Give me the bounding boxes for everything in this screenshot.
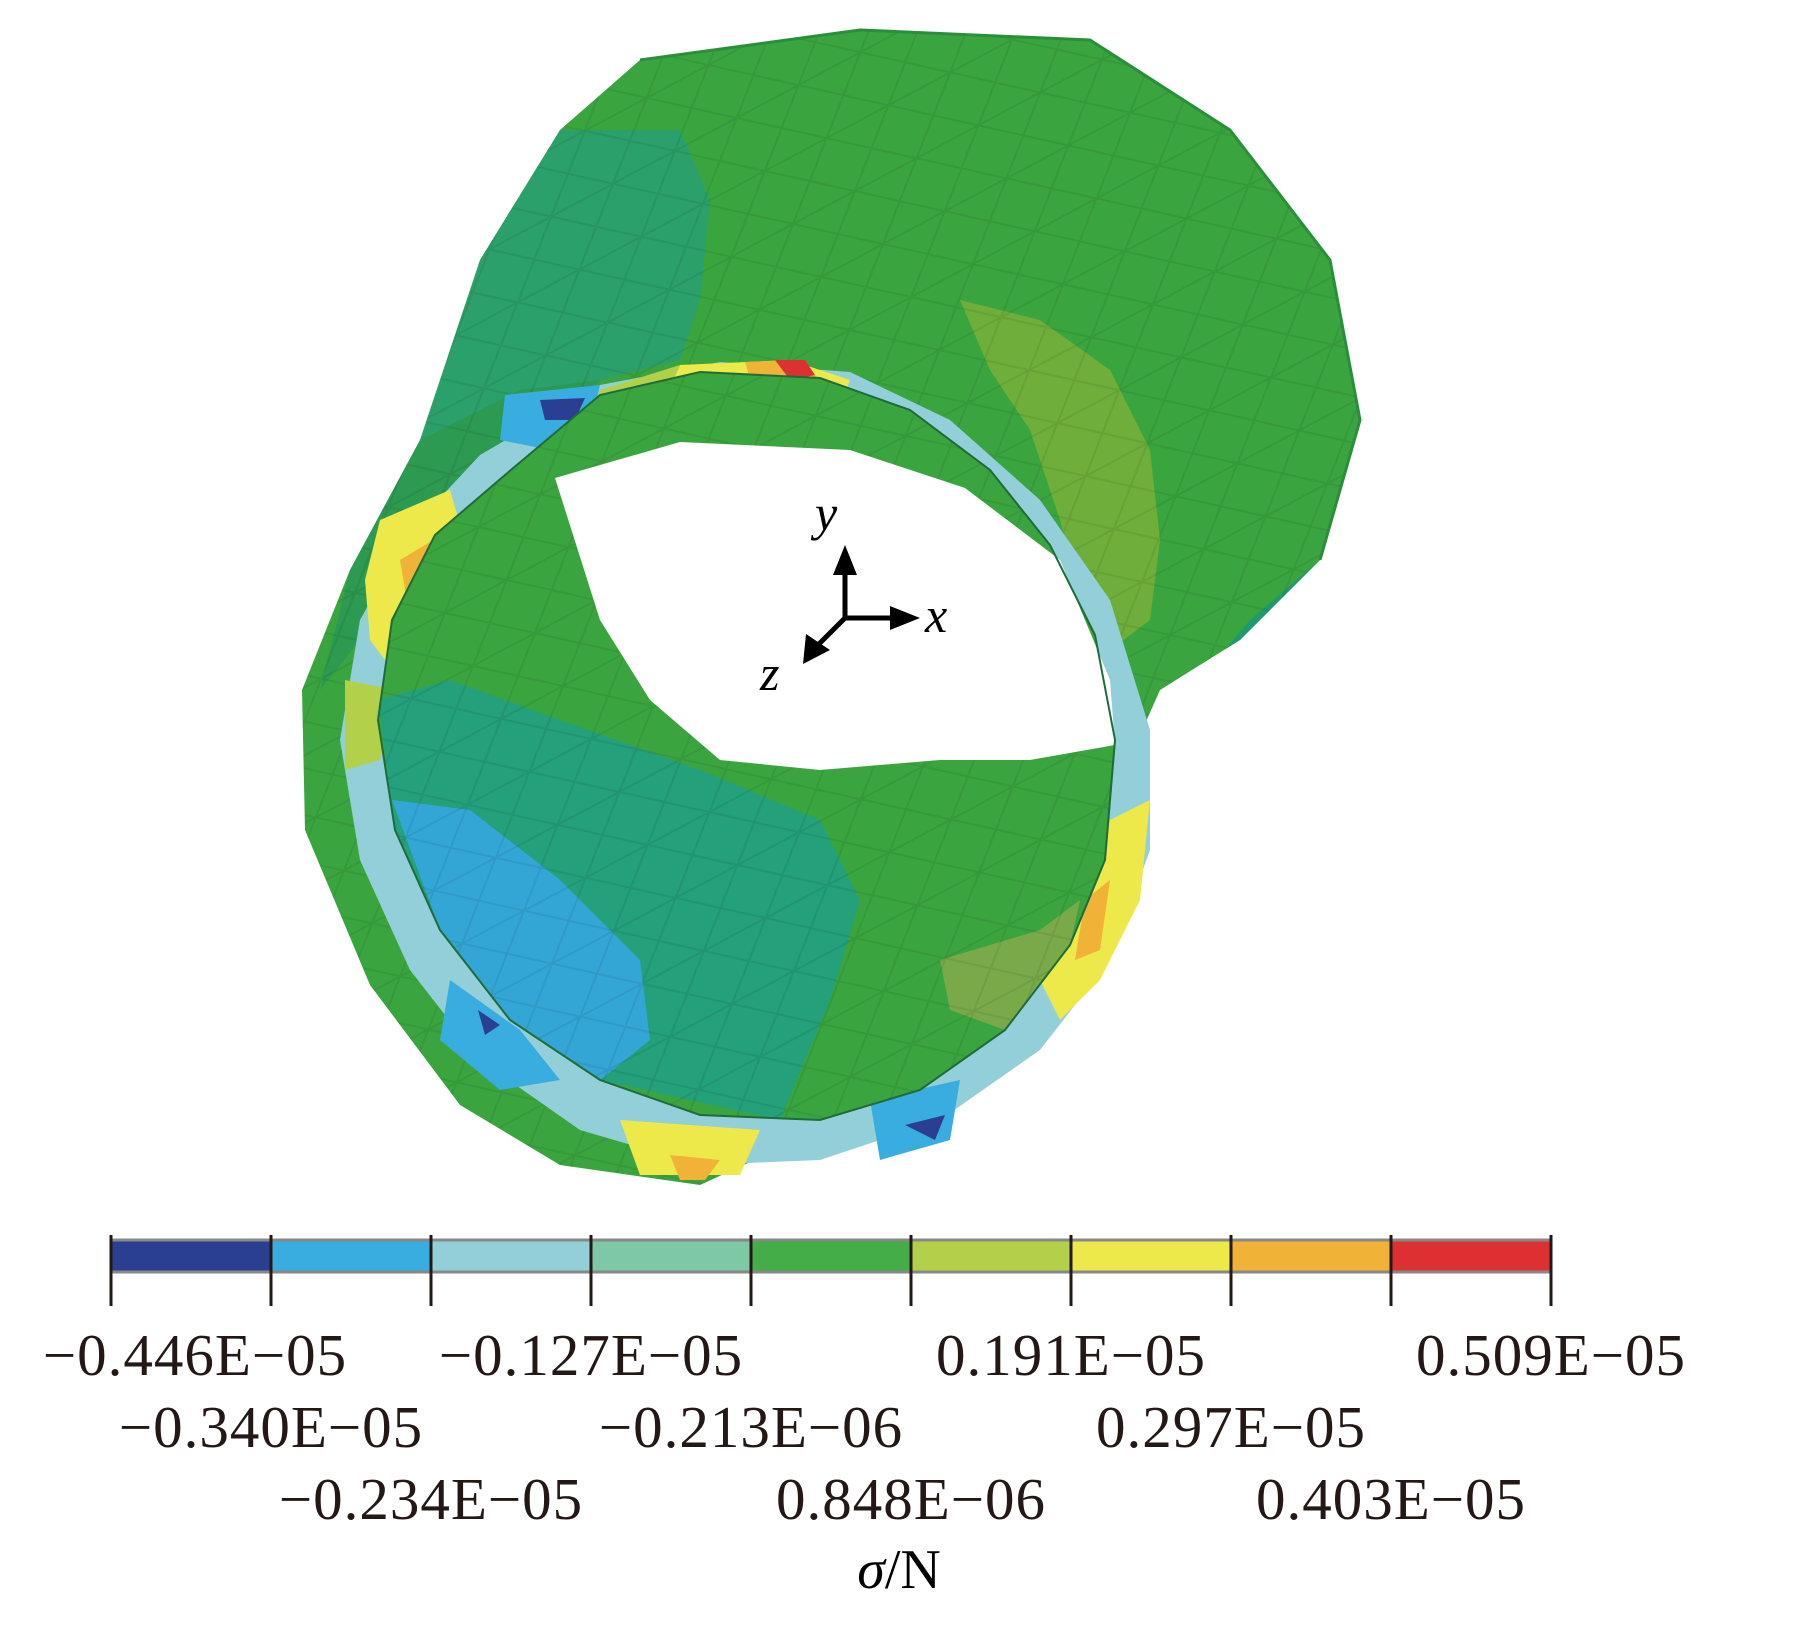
colorbar-segment bbox=[911, 1240, 1071, 1272]
z-axis-arrow bbox=[813, 616, 847, 650]
y-axis-label: y bbox=[810, 485, 838, 541]
z-axis-label: z bbox=[759, 645, 779, 701]
colorbar-segment bbox=[1071, 1240, 1231, 1272]
ring-patch-bottomleft-blue bbox=[440, 980, 560, 1090]
colorbar-tick-label: 0.297E−05 bbox=[1096, 1394, 1366, 1460]
inner-opening bbox=[555, 442, 1115, 770]
outer-rim-highlight bbox=[639, 28, 1362, 561]
colorbar: −0.446E−05−0.340E−05−0.234E−05 −0.127E−05… bbox=[43, 1235, 1686, 1601]
colorbar-tick-label: 0.191E−05 bbox=[936, 1322, 1206, 1388]
colorbar-unit-label: σ/N bbox=[857, 1539, 941, 1601]
ring-patch-bottomleft-dark bbox=[478, 1010, 500, 1035]
sigma-symbol: σ bbox=[857, 1539, 887, 1601]
x-axis-label: x bbox=[924, 587, 947, 643]
ring-patch-topleft-dark bbox=[540, 398, 585, 420]
colorbar-segment bbox=[1391, 1240, 1551, 1272]
colorbar-tick-label: −0.234E−05 bbox=[279, 1466, 583, 1532]
colorbar-segment bbox=[271, 1240, 431, 1272]
y-arrowhead bbox=[833, 545, 857, 575]
colorbar-labels: −0.446E−05−0.340E−05−0.234E−05 −0.127E−05… bbox=[43, 1322, 1686, 1532]
colorbar-tick-label: 0.848E−06 bbox=[776, 1466, 1046, 1532]
ring-patch-bottom-dark bbox=[905, 1115, 945, 1140]
colorbar-segment bbox=[751, 1240, 911, 1272]
colorbar-tick-label: −0.213E−06 bbox=[599, 1394, 903, 1460]
colorbar-tick-label: −0.127E−05 bbox=[439, 1322, 743, 1388]
colorbar-segments bbox=[109, 1238, 1553, 1274]
ring-patch-top-red bbox=[775, 360, 815, 380]
colorbar-tick-label: 0.509E−05 bbox=[1416, 1322, 1686, 1388]
colorbar-tick-label: −0.340E−05 bbox=[119, 1394, 423, 1460]
colorbar-segment bbox=[1231, 1240, 1391, 1272]
colorbar-segment bbox=[111, 1240, 271, 1272]
ring-patch-bottom-orange bbox=[670, 1155, 720, 1180]
colorbar-tick-label: 0.403E−05 bbox=[1256, 1466, 1526, 1532]
ring-patch-right-orange bbox=[1075, 880, 1110, 960]
z-arrowhead bbox=[803, 634, 830, 664]
ring-patch-bottom-blue bbox=[870, 1080, 960, 1160]
colorbar-tick-label: −0.446E−05 bbox=[43, 1322, 347, 1388]
colorbar-segment bbox=[591, 1240, 751, 1272]
ring-patch-bottom-yellow bbox=[620, 1120, 760, 1175]
unit-suffix: /N bbox=[885, 1539, 941, 1601]
colorbar-ticks bbox=[109, 1235, 1553, 1306]
colorbar-segment bbox=[431, 1240, 591, 1272]
x-arrowhead bbox=[890, 606, 920, 630]
axis-triad: y x z bbox=[759, 485, 947, 701]
inner-rim-line bbox=[376, 370, 1117, 1122]
